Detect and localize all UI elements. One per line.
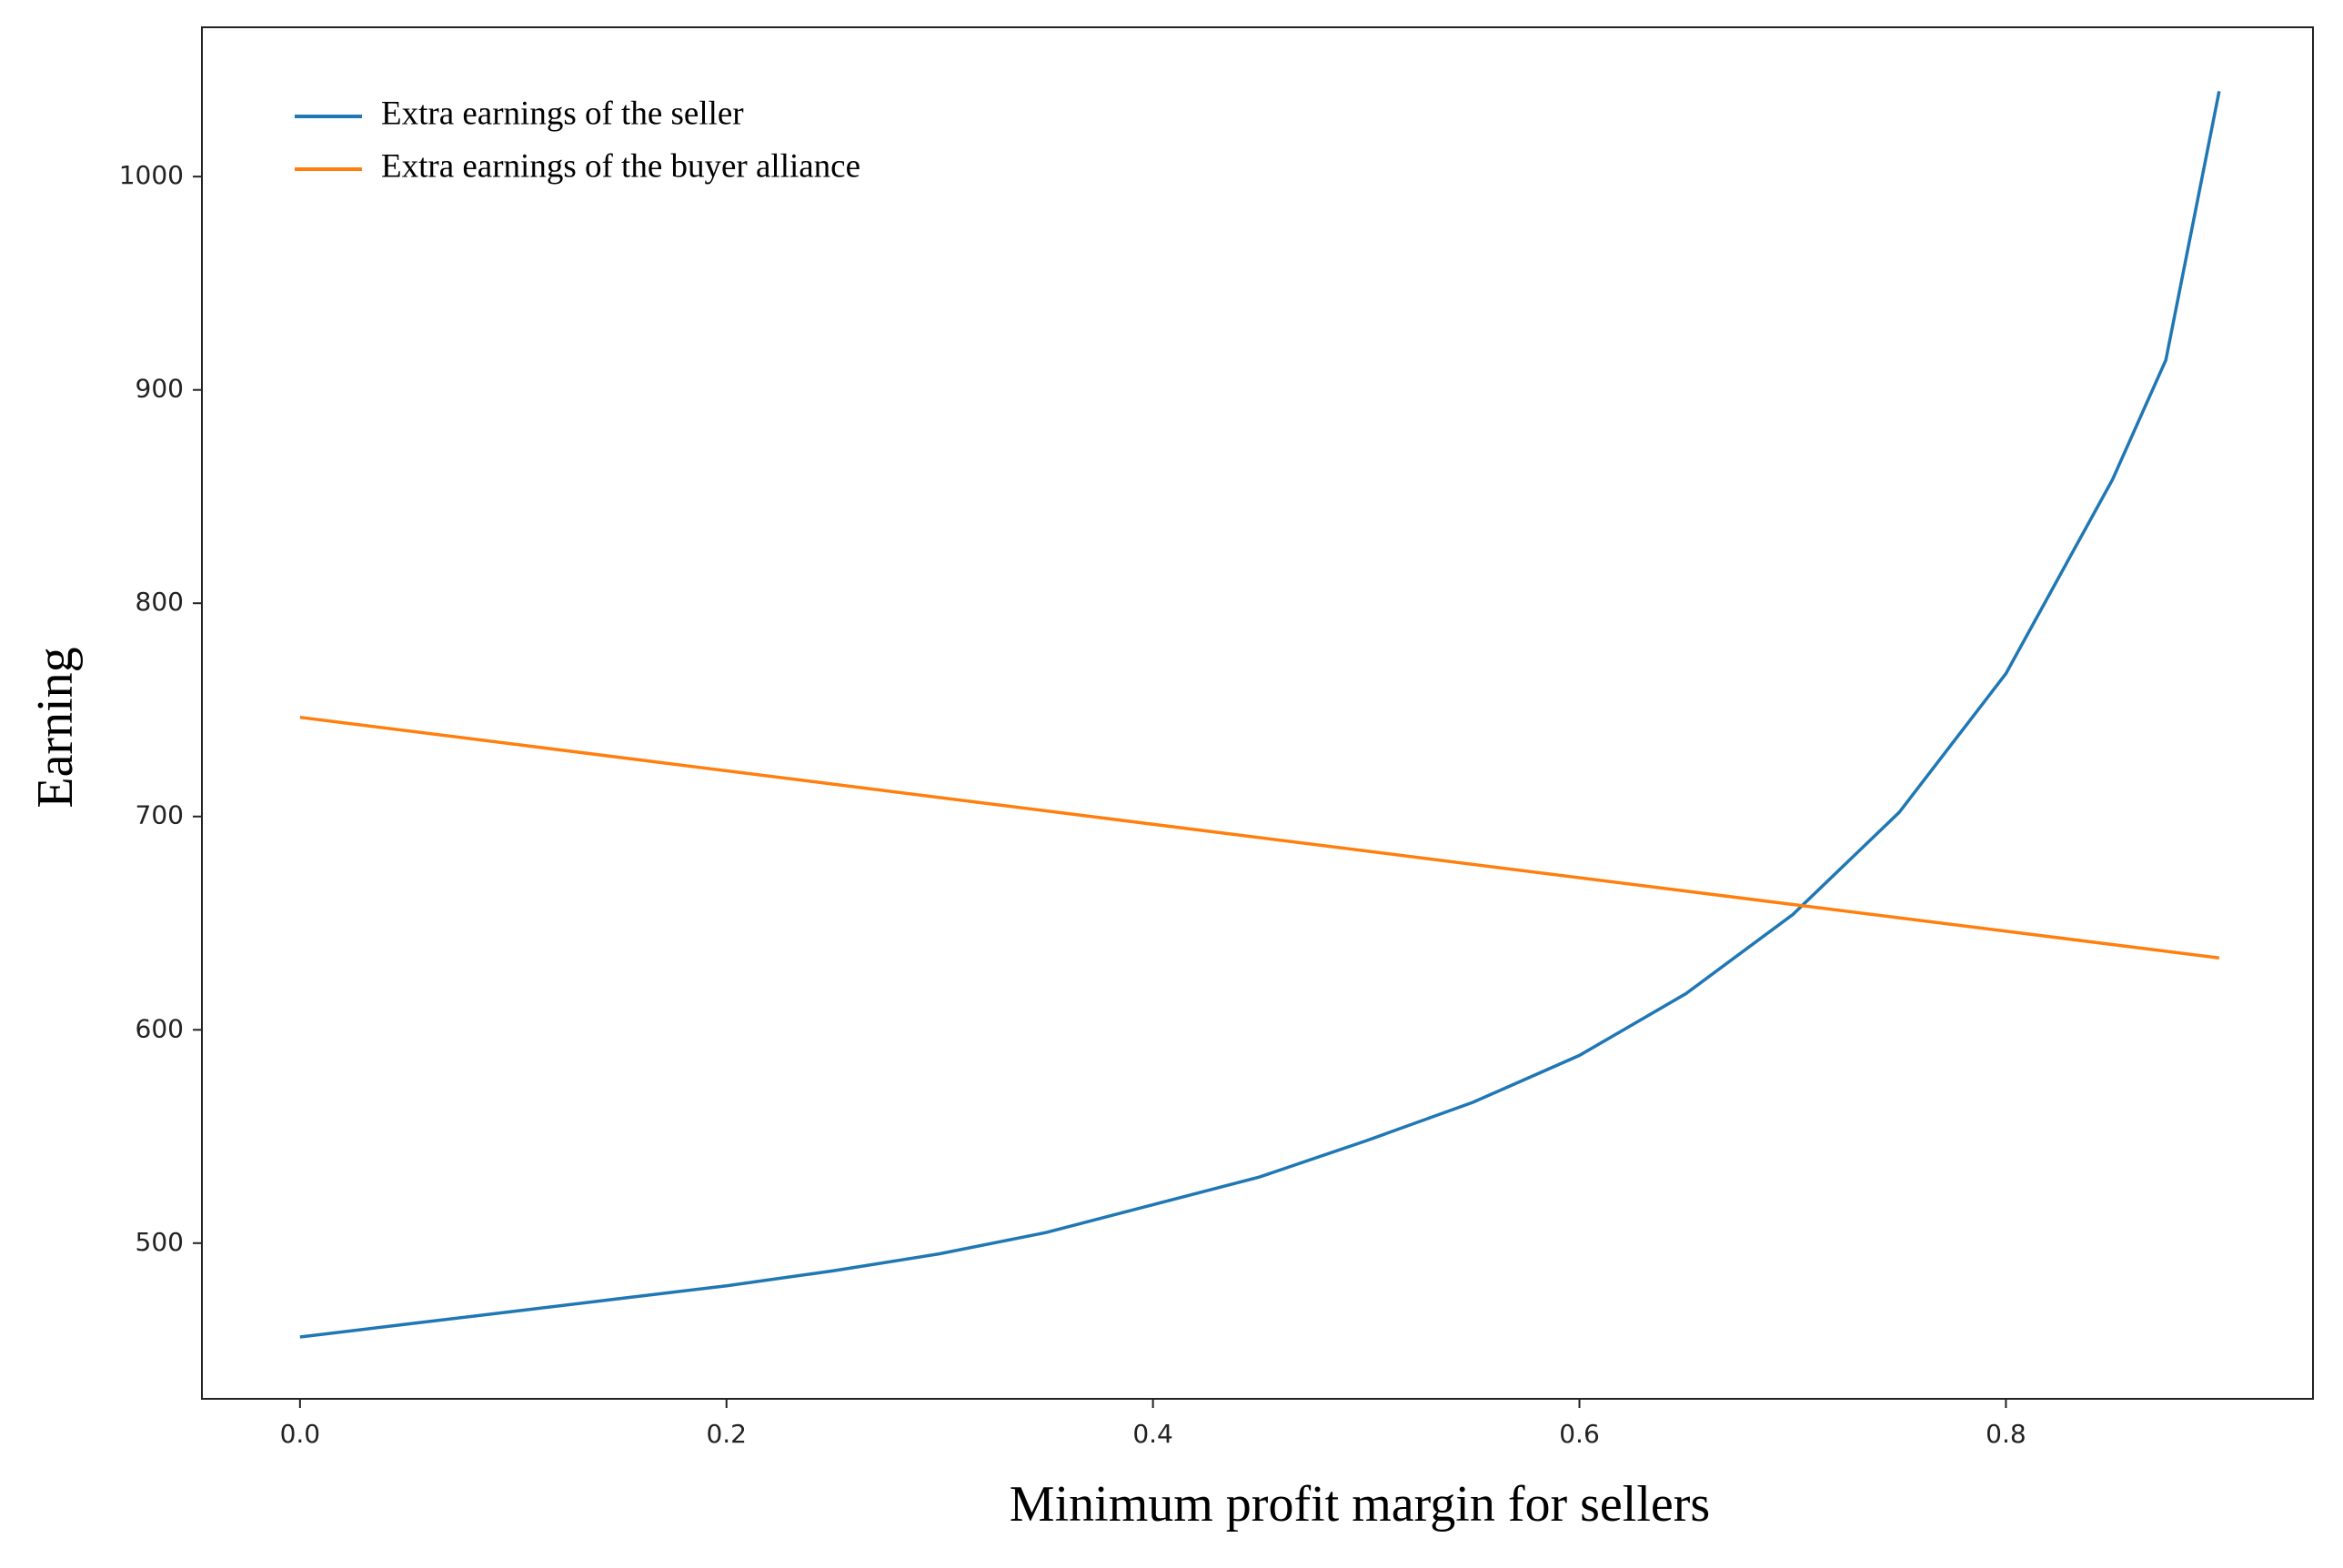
y-axis-label: Earning: [27, 647, 84, 808]
x-tick-label: 0.4: [1132, 1419, 1173, 1449]
plot-frame: [201, 26, 2314, 1400]
y-tick-label: 1000: [119, 160, 184, 190]
legend-label: Extra earnings of the buyer alliance: [381, 147, 860, 185]
line-series: [299, 715, 2220, 960]
legend-label: Extra earnings of the seller: [381, 95, 744, 132]
y-tick-label: 900: [136, 374, 184, 404]
x-tick-label: 0.6: [1559, 1419, 1600, 1449]
x-tick-label: 0.8: [1986, 1419, 2026, 1449]
y-tick-label: 600: [136, 1013, 184, 1043]
x-axis-label: Minimum profit margin for sellers: [1010, 1476, 1710, 1533]
y-tick-label: 500: [136, 1227, 184, 1257]
y-tick-label: 700: [136, 800, 184, 830]
line-series: [299, 91, 2221, 1339]
y-tick-label: 800: [136, 587, 184, 617]
x-tick-label: 0.0: [280, 1419, 321, 1449]
x-tick-label: 0.2: [706, 1419, 747, 1449]
